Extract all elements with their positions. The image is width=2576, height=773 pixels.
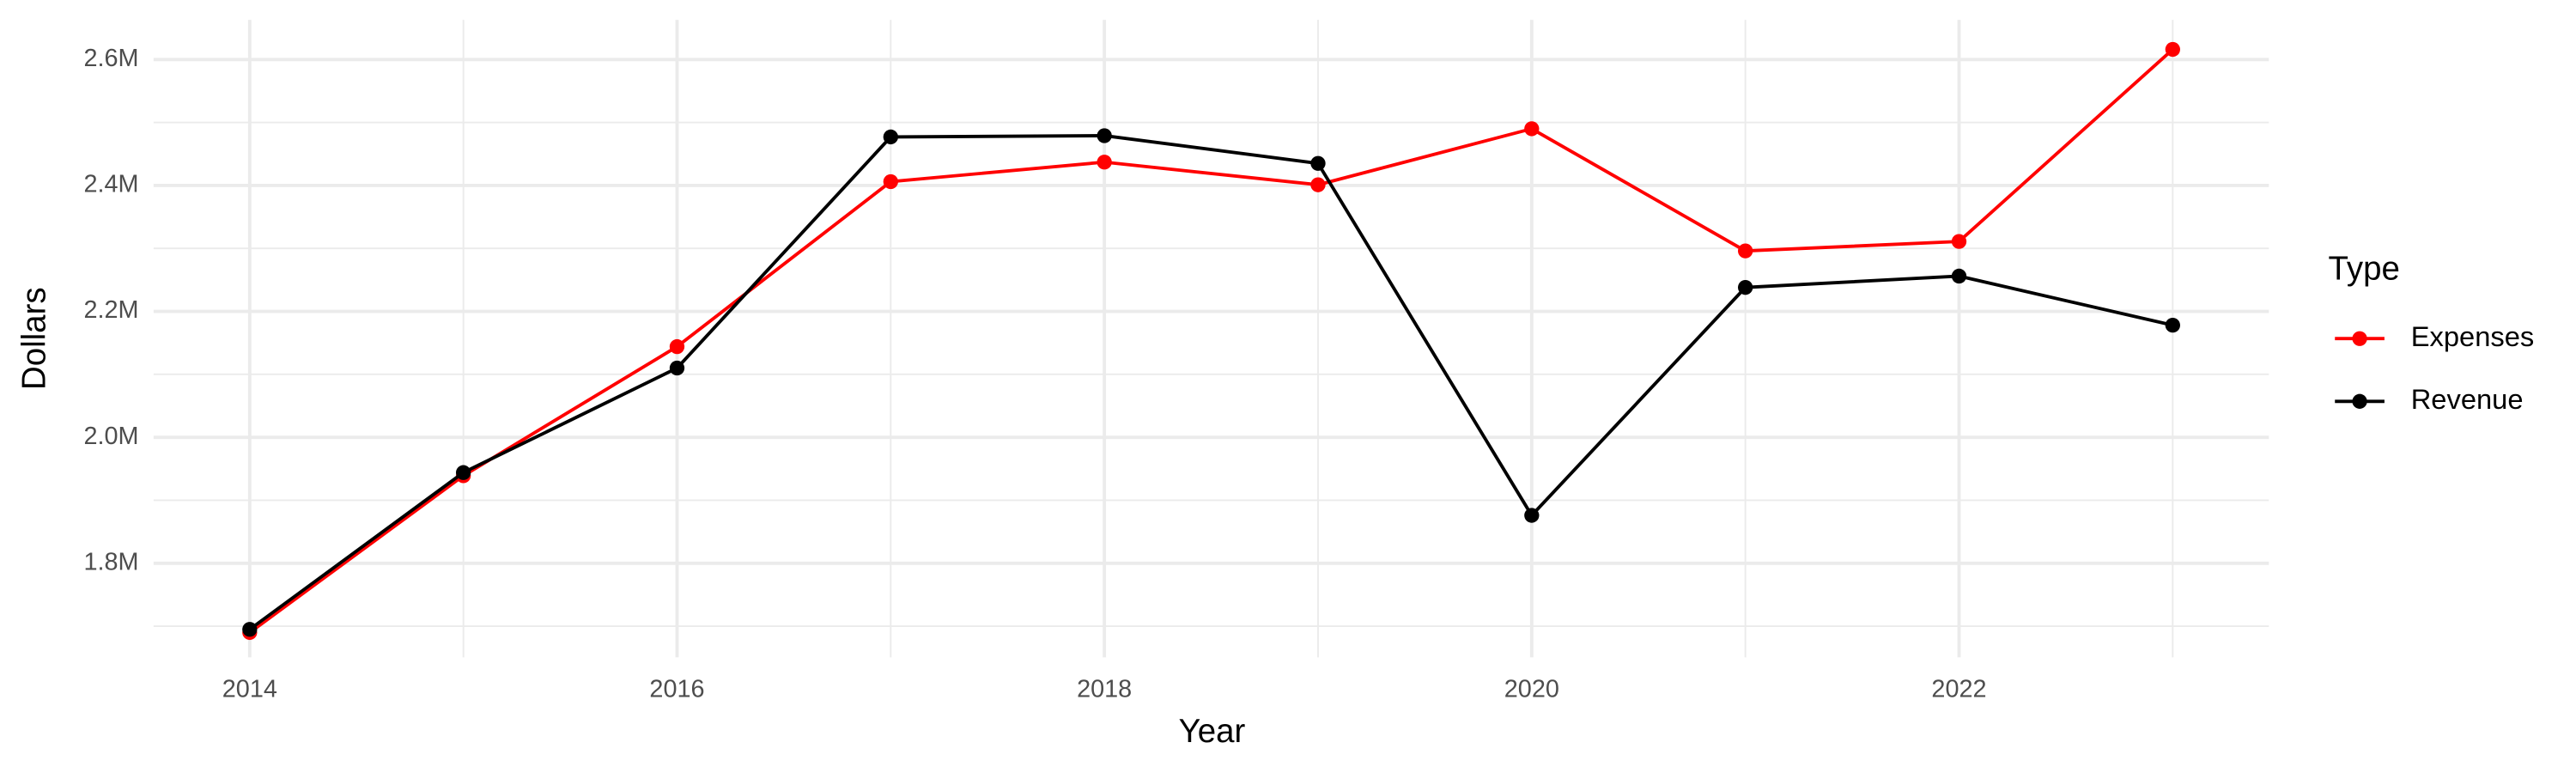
point <box>1951 268 1967 284</box>
legend-title: Type <box>2329 251 2400 288</box>
point <box>1738 280 1753 295</box>
point <box>242 622 258 637</box>
point <box>1097 155 1112 170</box>
point <box>1738 243 1753 259</box>
point <box>2165 41 2180 58</box>
y-axis-title: Dollars <box>15 287 52 390</box>
point <box>883 173 898 190</box>
point <box>1310 177 1326 192</box>
x-tick-label: 2018 <box>1077 675 1132 703</box>
point <box>669 338 685 355</box>
point <box>1951 234 1967 249</box>
y-tick-label: 2.4M <box>83 171 138 198</box>
line <box>248 48 2174 634</box>
point <box>1524 508 1540 523</box>
point <box>1524 121 1540 137</box>
point <box>2165 317 2180 333</box>
legend-label: Expenses <box>2411 320 2535 352</box>
y-tick-label: 1.8M <box>83 548 138 575</box>
x-tick-label: 2016 <box>649 675 704 703</box>
x-tick-label: 2014 <box>222 675 277 703</box>
point <box>669 360 685 376</box>
legend-key-point <box>2352 331 2367 346</box>
point <box>456 465 471 480</box>
x-axis-title: Year <box>1179 713 1246 750</box>
y-tick-label: 2.0M <box>83 423 138 450</box>
y-tick-label: 2.2M <box>83 296 138 324</box>
x-tick-label: 2022 <box>1931 675 1986 703</box>
legend-label: Revenue <box>2411 383 2524 415</box>
point <box>883 129 898 145</box>
y-tick-label: 2.6M <box>83 45 138 72</box>
point <box>1310 155 1326 171</box>
x-tick-label: 2020 <box>1504 675 1559 703</box>
point <box>1097 128 1112 143</box>
legend-key-point <box>2352 393 2367 409</box>
line <box>248 134 2173 631</box>
